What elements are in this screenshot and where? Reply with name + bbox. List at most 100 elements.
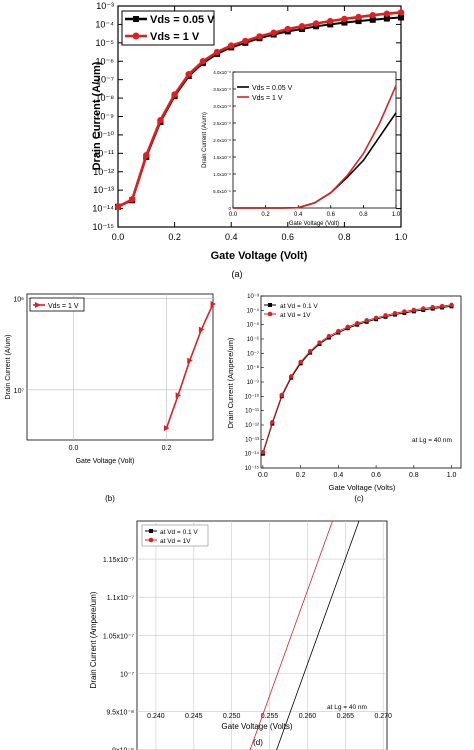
chart-d-xlabel: Gate Voltage (Volts) xyxy=(221,722,292,731)
chart-c-ytick-label: 10⁻⁶ xyxy=(247,336,260,343)
chart-a-inset-ytick-label: 0 xyxy=(228,206,231,211)
chart-a-point xyxy=(256,33,263,40)
chart-a-legend-label-2: Vds = 1 V xyxy=(150,31,200,43)
chart-a-ytick-label: 10⁻³ xyxy=(96,1,114,11)
chart-a-ytick-label: 10⁻¹⁰ xyxy=(93,130,115,140)
chart-a-ytick-label: 10⁻⁷ xyxy=(96,75,114,85)
chart-a-ytick-label: 10⁻⁶ xyxy=(96,56,115,66)
chart-c-ytick-label: 10⁻⁴ xyxy=(247,307,260,314)
chart-a-point xyxy=(355,18,362,25)
chart-a-inset-legend: Vds = 0.05 V Vds = 1 V xyxy=(237,85,293,102)
chart-a-point xyxy=(341,19,348,26)
chart-d-ytick-label: 9x10⁻⁸ xyxy=(112,748,134,750)
chart-c-point xyxy=(364,318,369,323)
chart-b-ytick-label: 10⁶ xyxy=(13,297,24,304)
chart-c-xtick-label: 0.2 xyxy=(296,472,306,479)
chart-a-ytick-label: 10⁻¹⁵ xyxy=(93,222,115,232)
chart-a-inset-series-line-2 xyxy=(233,85,397,209)
chart-a-inset-ylabel: Drain Current (A/um) xyxy=(202,112,208,168)
chart-c-legend: at Vd = 0.1 V at Vd = 1V xyxy=(264,303,318,319)
chart-a-ytick-label: 10⁻⁵ xyxy=(96,38,115,48)
chart-a-ytick-label: 10⁻⁴ xyxy=(95,19,114,29)
chart-c-point xyxy=(336,328,341,334)
chart-c-ytick-label: 10⁻⁷ xyxy=(247,350,259,357)
chart-d-legend-label-2: at Vd = 1V xyxy=(160,538,191,545)
chart-d-legend: at Vd = 0.1 V at Vd = 1V xyxy=(141,524,209,547)
chart-a-inset-xtick-label: 0.0 xyxy=(229,212,238,218)
chart-d-xtick-label: 0.245 xyxy=(185,713,203,720)
chart-b-point xyxy=(164,425,170,432)
chart-a-inset-ytick-label: 1.5x10⁻⁸ xyxy=(213,155,231,160)
chart-a-point xyxy=(312,20,320,27)
chart-d-ytick-label: 9.5x10⁻⁸ xyxy=(106,709,134,716)
chart-c-point xyxy=(355,321,360,326)
chart-b-point xyxy=(175,392,182,399)
chart-a-point xyxy=(185,70,192,78)
chart-b-point xyxy=(187,357,193,364)
chart-a-ytick-label: 10⁻⁸ xyxy=(95,93,114,103)
chart-a-xtick-label: 0.0 xyxy=(112,232,125,242)
chart-a-inset-ytick-label: 5.0x10⁻⁹ xyxy=(213,189,231,194)
chart-b-xtick-label: 0.0 xyxy=(69,445,79,452)
chart-a-xtick-label: 0.6 xyxy=(282,232,295,242)
chart-a-point xyxy=(355,13,362,21)
chart-c-ylabel: Drain Current (Ampere/um) xyxy=(226,337,235,428)
chart-a-point xyxy=(397,9,405,16)
chart-c-point xyxy=(430,304,435,310)
chart-c-legend-label-1: at Vd = 0.1 V xyxy=(280,303,318,310)
chart-c-caption: (c) xyxy=(354,494,364,503)
chart-c-point xyxy=(345,324,350,330)
chart-c-xlabel: Gate Voltage (Volts) xyxy=(329,483,396,492)
chart-a-point xyxy=(157,116,164,124)
chart-c-point xyxy=(411,307,417,313)
chart-d-xtick-label: 0.260 xyxy=(299,713,317,720)
chart-a-point xyxy=(298,23,306,30)
chart-c-point xyxy=(402,309,407,314)
chart-a-point xyxy=(327,17,334,25)
chart-a-inset-xtick-label: 0.8 xyxy=(359,212,368,218)
chart-a-ylabel: Drain Current (A/um) xyxy=(91,61,103,170)
chart-a-point xyxy=(398,14,404,21)
chart-a-ytick-label: 10⁻⁹ xyxy=(95,112,114,122)
chart-a-point xyxy=(171,91,178,98)
chart-b-series-line-1 xyxy=(165,303,214,429)
chart-b: 10⁶ 10⁷ 0.0 0.2 Vds = 1 V Drain Current (A… xyxy=(5,293,216,503)
chart-d-series-line-2 xyxy=(249,520,333,750)
chart-c-ytick-label: 10⁻⁸ xyxy=(247,365,260,372)
chart-a-point xyxy=(228,42,235,49)
chart-c-ytick-label: 10⁻⁵ xyxy=(247,322,260,329)
chart-a-xtick-label: 0.4 xyxy=(225,232,238,242)
chart-a-inset-legend-label-2: Vds = 1 V xyxy=(252,95,283,102)
chart-b-ylabel: Drain Current (A/um) xyxy=(5,335,12,400)
chart-a-inset-ytick-label: 2.0x10⁻⁸ xyxy=(213,138,231,143)
chart-a-inset-xtick-label: 0.6 xyxy=(327,212,336,218)
chart-d-xtick-label: 0.265 xyxy=(337,713,355,720)
chart-c-series-line-1 xyxy=(262,305,452,454)
chart-a-point xyxy=(242,37,249,45)
chart-c-point xyxy=(421,306,426,311)
chart-a-point xyxy=(383,10,391,17)
chart-b-point xyxy=(210,301,216,308)
chart-a-caption: (a) xyxy=(232,269,243,279)
chart-c-xtick-label: 1.0 xyxy=(447,472,457,479)
chart-d-ytick-label: 1.05x10⁻⁷ xyxy=(103,633,135,640)
chart-b-plot-area xyxy=(26,293,214,441)
chart-d-plot-area xyxy=(136,520,388,750)
chart-a-point xyxy=(114,203,122,210)
chart-a-ytick-label: 10⁻¹⁴ xyxy=(92,204,114,214)
chart-c-point xyxy=(373,315,379,320)
chart-b-xlabel: Gate Voltage (Volt) xyxy=(76,458,135,465)
chart-a-ytick-label: 10⁻¹³ xyxy=(93,185,114,195)
chart-a-point xyxy=(383,15,390,22)
chart-a-ytick-label: 10⁻¹² xyxy=(93,167,114,177)
chart-c-point xyxy=(449,302,454,308)
chart-a-xlabel: Gate Voltage (Volt) xyxy=(211,250,308,262)
chart-a-point xyxy=(199,58,207,65)
chart-d-ytick-label: 1.15x10⁻⁷ xyxy=(103,557,135,564)
chart-d-caption: (d) xyxy=(253,738,263,747)
chart-d: 9x10⁻⁸ 9.5x10⁻⁸ 10⁻⁷ 1.05x10⁻⁷ 1.1x10⁻⁷ 1.15x… xyxy=(89,520,392,750)
chart-a-inset-xtick-label: 1.0 xyxy=(392,212,401,218)
chart-a-legend-marker-2 xyxy=(132,32,140,40)
chart-a-legend: Vds = 0.05 V Vds = 1 V xyxy=(121,10,215,46)
